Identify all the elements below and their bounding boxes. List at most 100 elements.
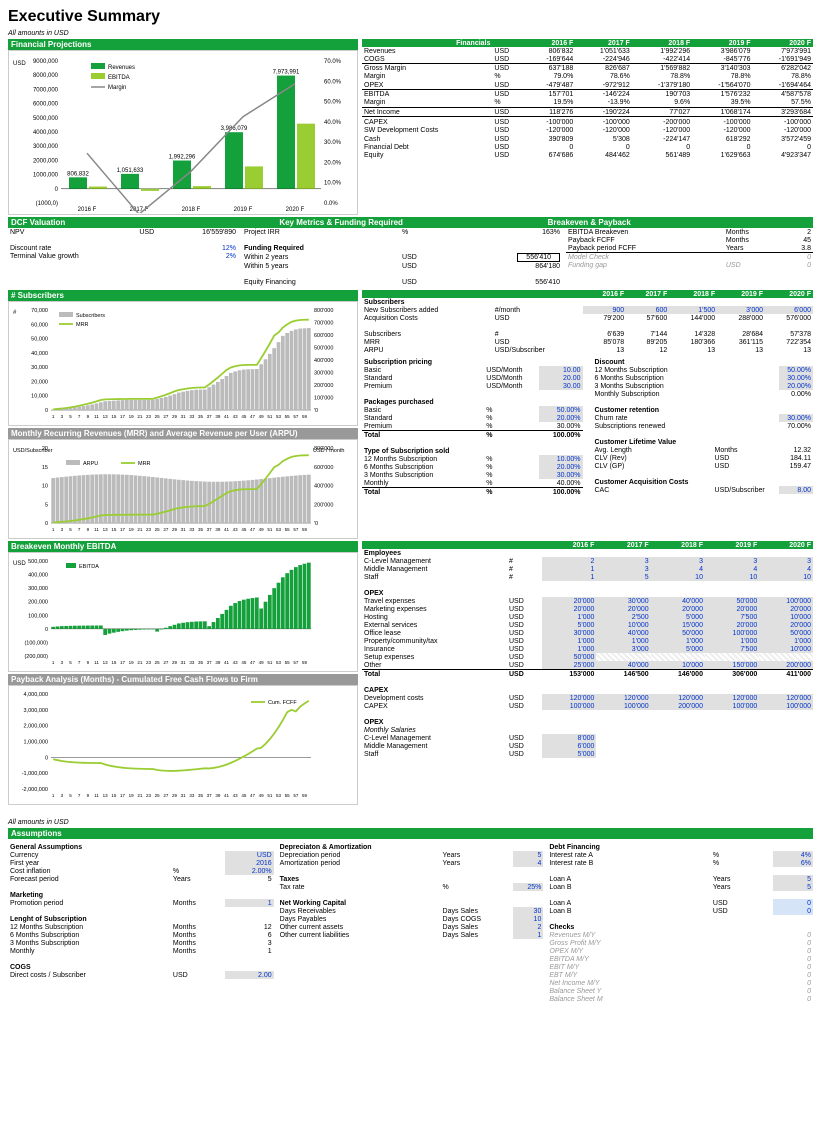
svg-text:45: 45 xyxy=(241,793,247,798)
svg-text:29: 29 xyxy=(172,660,178,665)
dcf-table: NPVUSD16'559'890 Discount rate12% Termin… xyxy=(8,228,238,260)
breakeven-table: EBITDA BreakevenMonths2 Payback FCFFMont… xyxy=(566,228,813,269)
svg-text:5: 5 xyxy=(69,527,72,532)
sec-mrr-arpu: Monthly Recurring Revenues (MRR) and Ave… xyxy=(8,428,358,439)
svg-text:21: 21 xyxy=(137,414,143,419)
svg-text:9: 9 xyxy=(87,660,90,665)
sec-fin-proj: Financial Projections xyxy=(8,39,358,50)
svg-text:5: 5 xyxy=(69,660,72,665)
svg-text:-1,000,000: -1,000,000 xyxy=(22,771,48,777)
svg-text:1: 1 xyxy=(52,793,55,798)
currency-note: All amounts in USD xyxy=(8,30,813,37)
svg-text:0: 0 xyxy=(45,408,48,414)
svg-text:39: 39 xyxy=(215,793,221,798)
sec-financials: Financials xyxy=(362,39,492,47)
svg-text:2,000,000: 2,000,000 xyxy=(24,724,48,730)
svg-text:51: 51 xyxy=(267,414,273,419)
svg-text:33: 33 xyxy=(189,414,195,419)
svg-text:0.0%: 0.0% xyxy=(324,201,338,207)
subscribers-chart: 010,00020,00030,00040,00050,00060,00070,… xyxy=(8,301,358,426)
svg-text:19: 19 xyxy=(129,660,135,665)
svg-text:45: 45 xyxy=(241,660,247,665)
svg-text:49: 49 xyxy=(259,527,265,532)
svg-text:30,000: 30,000 xyxy=(31,365,48,371)
svg-text:37: 37 xyxy=(207,793,213,798)
svg-text:17: 17 xyxy=(120,660,126,665)
employees-opex-table: 2016 F2017 F2018 F2019 F2020 F Employees… xyxy=(362,541,813,758)
svg-text:7,973,991: 7,973,991 xyxy=(273,70,300,76)
metrics-table: Project IRR%163% Funding Required Within… xyxy=(242,228,562,286)
svg-text:400'000: 400'000 xyxy=(314,358,333,364)
svg-text:11: 11 xyxy=(94,793,99,798)
svg-text:39: 39 xyxy=(215,660,221,665)
svg-text:2019 F: 2019 F xyxy=(234,207,253,213)
svg-text:41: 41 xyxy=(224,660,230,665)
svg-text:41: 41 xyxy=(224,414,230,419)
svg-text:29: 29 xyxy=(172,527,178,532)
svg-text:0: 0 xyxy=(45,627,48,633)
svg-text:23: 23 xyxy=(146,414,152,419)
currency-note-2: All amounts in USD xyxy=(8,819,813,826)
svg-text:57: 57 xyxy=(293,793,299,798)
svg-text:(1000,0): (1000,0) xyxy=(36,201,58,207)
svg-text:53: 53 xyxy=(276,414,282,419)
svg-text:3: 3 xyxy=(61,793,64,798)
svg-text:23: 23 xyxy=(146,527,152,532)
svg-text:59: 59 xyxy=(302,660,308,665)
svg-text:57: 57 xyxy=(293,527,299,532)
svg-text:-2,000,000: -2,000,000 xyxy=(22,787,48,793)
svg-text:1,992,296: 1,992,296 xyxy=(169,155,196,161)
svg-text:500,000: 500,000 xyxy=(28,559,48,565)
svg-text:70.0%: 70.0% xyxy=(324,59,342,65)
svg-text:Revenues: Revenues xyxy=(108,65,135,71)
sec-subscribers: # Subscribers xyxy=(8,290,358,301)
svg-text:55: 55 xyxy=(285,527,291,532)
assumptions-dep: Depreciaton & Amortization Depreciation … xyxy=(278,843,544,939)
svg-text:3,000,000: 3,000,000 xyxy=(24,708,48,714)
assumptions-debt: Debt Financing Interest rate A%4% Intere… xyxy=(547,843,813,1003)
svg-text:9: 9 xyxy=(87,793,90,798)
svg-text:0: 0 xyxy=(55,187,59,193)
svg-text:53: 53 xyxy=(276,660,282,665)
svg-text:15: 15 xyxy=(111,793,117,798)
svg-text:15: 15 xyxy=(111,660,117,665)
svg-text:5: 5 xyxy=(69,793,72,798)
svg-text:800'000: 800'000 xyxy=(314,308,333,314)
svg-text:EBITDA: EBITDA xyxy=(79,564,99,570)
svg-text:USD: USD xyxy=(13,561,26,567)
svg-text:USD / month: USD / month xyxy=(313,448,344,454)
svg-text:55: 55 xyxy=(285,660,291,665)
page-title: Executive Summary xyxy=(8,8,813,26)
svg-text:13: 13 xyxy=(103,414,109,419)
svg-text:33: 33 xyxy=(189,527,195,532)
svg-text:7: 7 xyxy=(78,660,81,665)
svg-text:29: 29 xyxy=(172,414,178,419)
svg-text:13: 13 xyxy=(103,793,109,798)
sec-metrics: Key Metrics & Funding Required xyxy=(276,217,544,228)
svg-text:19: 19 xyxy=(129,527,135,532)
svg-text:1000,000: 1000,000 xyxy=(33,173,59,179)
svg-text:51: 51 xyxy=(267,793,273,798)
svg-text:20.0%: 20.0% xyxy=(324,160,342,166)
svg-text:19: 19 xyxy=(129,414,135,419)
svg-text:21: 21 xyxy=(137,793,143,798)
svg-text:25: 25 xyxy=(155,527,161,532)
svg-text:55: 55 xyxy=(285,414,291,419)
sec-payback: Payback Analysis (Months) - Cumulated Fr… xyxy=(8,674,358,685)
svg-text:200'000: 200'000 xyxy=(314,502,333,508)
svg-text:#: # xyxy=(13,310,17,316)
svg-text:30.0%: 30.0% xyxy=(324,140,342,146)
svg-text:31: 31 xyxy=(181,414,187,419)
svg-text:53: 53 xyxy=(276,793,282,798)
svg-text:50,000: 50,000 xyxy=(31,337,48,343)
svg-text:35: 35 xyxy=(198,660,204,665)
svg-text:45: 45 xyxy=(241,527,247,532)
svg-text:21: 21 xyxy=(137,527,143,532)
svg-text:41: 41 xyxy=(224,527,230,532)
svg-text:33: 33 xyxy=(189,793,195,798)
svg-text:57: 57 xyxy=(293,660,299,665)
svg-text:200'000: 200'000 xyxy=(314,383,333,389)
svg-text:59: 59 xyxy=(302,527,308,532)
svg-text:7: 7 xyxy=(78,793,81,798)
svg-text:47: 47 xyxy=(250,527,256,532)
